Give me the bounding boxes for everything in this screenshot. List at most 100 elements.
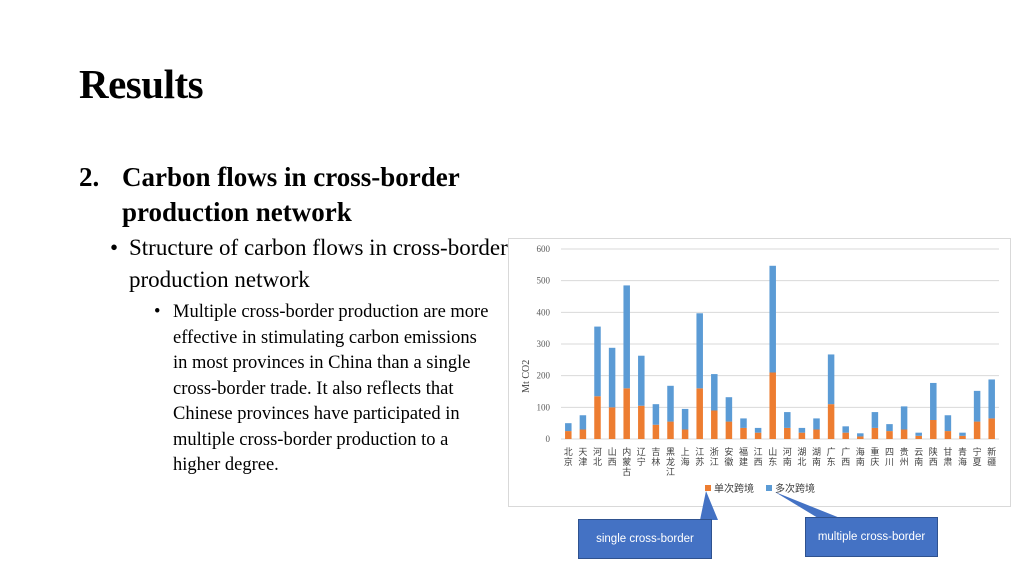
bar-single: [988, 418, 995, 439]
y-tick-label: 600: [537, 244, 551, 254]
bar-multiple: [798, 427, 806, 433]
section-heading-row: 2. Carbon flows in cross-border producti…: [79, 160, 509, 230]
x-category-label: 安徽: [724, 446, 733, 468]
bar-single: [871, 427, 879, 439]
legend-swatch-single: [705, 485, 711, 491]
slide-title: Results: [79, 61, 204, 107]
bar-single: [944, 431, 952, 439]
bar-multiple: [842, 426, 849, 433]
bar-single: [594, 396, 601, 439]
x-category-label: 北京: [564, 447, 573, 468]
y-tick-label: 200: [537, 371, 551, 381]
bar-single: [813, 429, 820, 439]
single-cross-border-callout: single cross-border: [578, 519, 712, 559]
bar-single: [725, 421, 733, 439]
x-category-label: 新疆: [987, 446, 996, 468]
bar-multiple: [973, 390, 981, 422]
section-number: 2.: [79, 162, 100, 192]
x-category-label: 广西: [841, 446, 850, 468]
bar-single: [696, 388, 703, 439]
bar-multiple: [652, 404, 660, 425]
x-category-label: 山东: [768, 447, 777, 468]
bar-multiple: [886, 424, 893, 432]
bar-single: [623, 388, 630, 439]
bar-multiple: [930, 382, 937, 420]
y-tick-label: 300: [537, 339, 551, 349]
legend-label-single: 单次跨境: [714, 482, 754, 495]
bar-single: [886, 431, 893, 439]
bar-multiple: [696, 313, 703, 389]
bar-single: [754, 432, 762, 439]
bullet-marker: •: [110, 235, 119, 260]
x-category-label: 湖北: [797, 447, 806, 468]
x-category-label: 吉林: [651, 447, 660, 468]
legend-swatch-multiple: [766, 485, 772, 491]
x-category-label: 重庆: [870, 446, 879, 468]
section-heading: Carbon flows in cross-border production …: [122, 162, 460, 227]
legend-label-multiple: 多次跨境: [775, 482, 815, 495]
bullet-marker: •: [154, 302, 161, 322]
y-tick-label: 100: [537, 402, 551, 412]
x-category-label: 江西: [754, 447, 763, 468]
bar-multiple: [711, 374, 718, 411]
y-tick-label: 0: [546, 434, 551, 444]
bar-single: [900, 429, 908, 439]
x-category-label: 山西: [608, 447, 617, 468]
x-category-label: 天津: [578, 448, 587, 468]
x-category-label: 内蒙古: [622, 446, 631, 478]
bar-multiple: [667, 385, 674, 422]
bar-single: [769, 372, 776, 439]
bar-multiple: [871, 412, 879, 428]
bar-multiple: [594, 326, 601, 397]
bar-single: [681, 429, 689, 439]
bar-multiple: [565, 423, 572, 432]
x-category-label: 上海: [681, 447, 690, 468]
bar-single: [667, 421, 674, 439]
bar-single: [842, 432, 849, 439]
x-category-label: 宁夏: [973, 446, 982, 468]
bar-single: [959, 435, 966, 439]
bar-multiple: [784, 412, 791, 428]
content-section: 2. Carbon flows in cross-border producti…: [79, 160, 509, 479]
single-callout-arrow: [700, 491, 718, 520]
bar-multiple: [827, 354, 835, 405]
bar-multiple: [740, 418, 747, 428]
x-category-label: 贵州: [900, 446, 909, 468]
x-category-label: 云南: [914, 448, 923, 468]
x-category-label: 河北: [593, 446, 602, 468]
bar-multiple: [623, 285, 630, 389]
bar-multiple: [725, 397, 733, 422]
y-axis-title: Mt CO2: [521, 360, 532, 393]
x-category-label: 福建: [739, 446, 748, 468]
x-category-label: 黑龙江: [666, 447, 675, 478]
bar-multiple: [754, 427, 762, 433]
bar-single: [827, 404, 835, 439]
bar-single: [579, 429, 587, 439]
bar-multiple: [769, 265, 776, 373]
bar-single: [857, 436, 864, 439]
y-tick-label: 500: [537, 276, 551, 286]
bar-multiple: [988, 379, 995, 419]
subheading: Structure of carbon flows in cross-borde…: [129, 235, 508, 292]
bar-multiple: [944, 415, 952, 432]
bar-single: [638, 405, 645, 439]
bar-multiple: [608, 347, 616, 408]
bar-single: [740, 427, 747, 439]
subheading-row: • Structure of carbon flows in cross-bor…: [110, 232, 509, 296]
bar-single: [565, 431, 572, 439]
bar-multiple: [959, 432, 966, 436]
bar-single: [784, 427, 791, 439]
x-category-label: 陕西: [929, 446, 938, 468]
x-category-label: 海南: [856, 446, 865, 468]
x-category-label: 湖南: [812, 447, 821, 468]
x-category-label: 辽宁: [637, 447, 646, 468]
x-category-label: 河南: [783, 446, 792, 468]
x-category-label: 江苏: [695, 447, 704, 468]
bar-single: [711, 410, 718, 439]
x-category-label: 青海: [958, 446, 967, 468]
x-category-label: 浙江: [710, 446, 719, 468]
body-text: Multiple cross-border production are mor…: [173, 302, 489, 475]
bar-single: [608, 407, 616, 439]
chart-container: 0 100 200 300 400 500 600 Mt CO2 北京 天津 河北 山西 内蒙古 辽宁 吉林…: [508, 238, 1011, 507]
